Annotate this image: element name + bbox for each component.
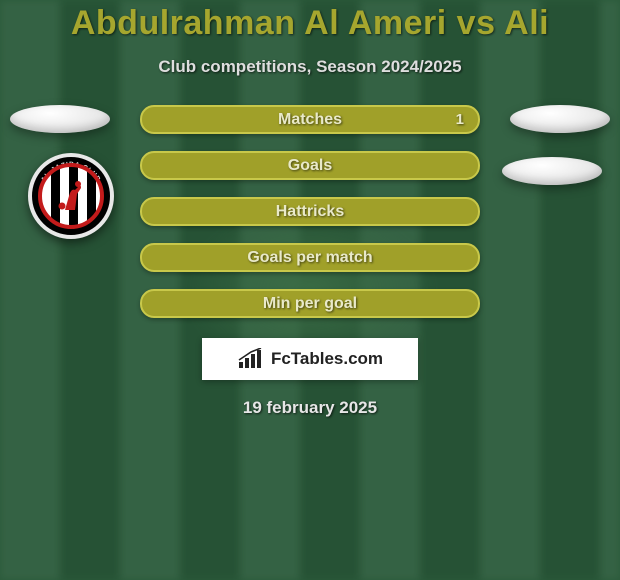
player-left-marker — [10, 105, 110, 133]
bar-min-per-goal: Min per goal — [140, 289, 480, 318]
bar-value-right: 1 — [456, 111, 464, 128]
bar-label: Goals per match — [247, 249, 372, 267]
bar-hattricks: Hattricks — [140, 197, 480, 226]
player-right-marker-1 — [510, 105, 610, 133]
brand-chart-icon — [237, 348, 265, 370]
bar-goals: Goals — [140, 151, 480, 180]
bar-label: Goals — [288, 157, 332, 175]
bar-matches: Matches 1 — [140, 105, 480, 134]
player-right-marker-2 — [502, 157, 602, 185]
club-player-icon — [51, 176, 91, 216]
bar-label: Matches — [278, 111, 342, 129]
club-badge-left: AL-JAZIRA CLUB ABU DHABI-UAE — [28, 153, 114, 239]
generated-date: 19 february 2025 — [243, 398, 377, 418]
brand-box: FcTables.com — [202, 338, 418, 380]
stat-bars: Matches 1 Goals Hattricks Goals per matc… — [140, 105, 480, 318]
bar-goals-per-match: Goals per match — [140, 243, 480, 272]
content-wrapper: Abdulrahman Al Ameri vs Ali Club competi… — [0, 0, 620, 580]
page-subtitle: Club competitions, Season 2024/2025 — [158, 57, 461, 77]
club-badge-inner — [38, 163, 104, 229]
bar-label: Hattricks — [276, 203, 344, 221]
page-title: Abdulrahman Al Ameri vs Ali — [71, 4, 549, 43]
comparison-chart: AL-JAZIRA CLUB ABU DHABI-UAE Matches 1 — [0, 105, 620, 318]
brand-text: FcTables.com — [271, 349, 383, 369]
bar-label: Min per goal — [263, 295, 357, 313]
